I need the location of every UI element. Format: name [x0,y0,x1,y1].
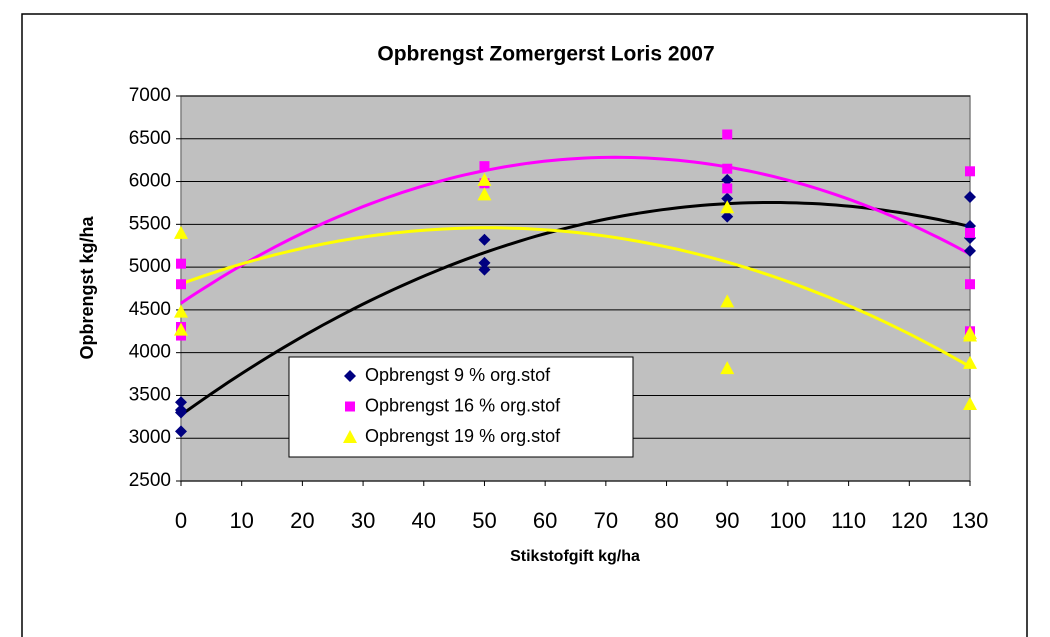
point [721,173,734,186]
x-tick-label: 10 [229,508,253,533]
legend-label: Opbrengst 9 % org.stof [365,365,551,385]
point [963,397,977,410]
point [176,279,186,290]
point [964,190,976,203]
x-axis-label: Stikstofgift kg/ha [510,548,640,565]
trendline [180,155,971,305]
point [722,163,733,174]
y-tick-label: 7000 [129,85,171,106]
legend-marker [343,430,357,443]
point [721,210,734,223]
x-tick-label: 60 [533,508,557,533]
point [965,166,975,177]
legend-label: Opbrengst 19 % org.stof [365,426,561,446]
point [720,294,735,308]
x-tick-label: 70 [594,508,618,533]
point [477,187,492,201]
point [479,161,490,172]
trendlines [180,155,971,417]
x-tick-label: 20 [290,508,314,533]
x-tick-label: 100 [770,508,807,533]
point [720,361,735,375]
x-tick-label: 130 [952,508,989,533]
point [722,129,733,140]
point [174,322,188,336]
y-tick-label: 6000 [129,171,171,192]
y-tick-label: 4500 [129,299,171,320]
point [478,263,491,276]
x-tick-label: 0 [175,508,187,533]
x-tick-label: 110 [831,508,866,533]
x-tick-label: 80 [654,508,678,533]
point [963,355,977,369]
point [478,256,491,269]
legend-marker [344,370,356,382]
point [965,279,975,290]
point [722,183,733,194]
legend: Opbrengst 9 % org.stof Opbrengst 16 % org… [343,365,561,446]
point [478,233,491,246]
trendline [180,201,971,417]
point [720,200,735,214]
point [174,304,188,318]
point [174,225,188,239]
chart-title: Opbrengst Zomergerst Loris 2007 [377,43,714,66]
x-tick-label: 30 [351,508,375,533]
point [721,192,734,205]
x-tick-label: 120 [891,508,928,533]
x-tick-label: 90 [715,508,739,533]
legend-label: Opbrengst 16 % org.stof [365,395,561,415]
point [965,227,975,238]
trendline [180,226,971,369]
point [175,396,187,409]
y-axis-label: Opbrengst kg/ha [77,216,97,360]
x-tick-label: 50 [472,508,496,533]
point [964,244,976,257]
legend-marker [345,401,355,412]
points [174,129,977,438]
y-tick-label: 6500 [129,128,171,149]
y-tick-label: 5500 [129,213,171,234]
point [477,172,492,186]
y-tick-label: 2500 [129,470,171,491]
point [176,258,186,269]
point [175,406,187,419]
point [175,425,187,438]
y-tick-label: 5000 [129,256,171,277]
y-tick-label: 3000 [129,427,171,448]
point [963,328,977,342]
y-tick-label: 3500 [129,384,171,405]
x-tick-label: 40 [412,508,436,533]
y-tick-label: 4000 [129,342,171,363]
